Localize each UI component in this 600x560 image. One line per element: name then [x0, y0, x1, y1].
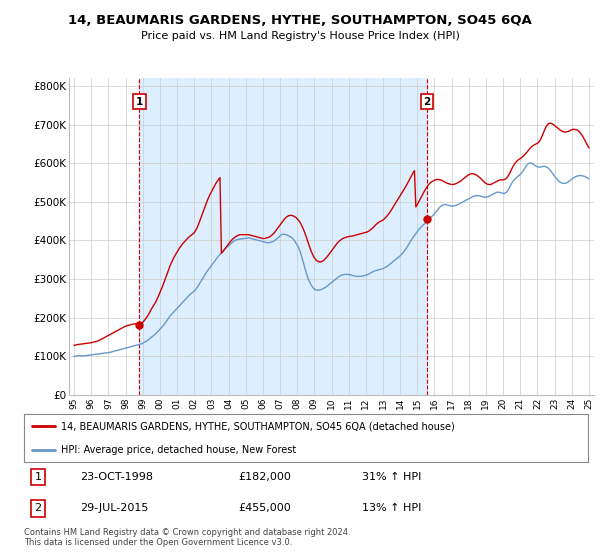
Text: Contains HM Land Registry data © Crown copyright and database right 2024.
This d: Contains HM Land Registry data © Crown c… [24, 528, 350, 547]
Text: 13% ↑ HPI: 13% ↑ HPI [362, 503, 422, 514]
Text: £455,000: £455,000 [238, 503, 291, 514]
Text: £182,000: £182,000 [238, 472, 291, 482]
Text: Price paid vs. HM Land Registry's House Price Index (HPI): Price paid vs. HM Land Registry's House … [140, 31, 460, 41]
Text: 23-OCT-1998: 23-OCT-1998 [80, 472, 154, 482]
Bar [139, 78, 427, 395]
Text: 1: 1 [136, 96, 143, 106]
Text: 14, BEAUMARIS GARDENS, HYTHE, SOUTHAMPTON, SO45 6QA: 14, BEAUMARIS GARDENS, HYTHE, SOUTHAMPTO… [68, 14, 532, 27]
Text: 2: 2 [424, 96, 431, 106]
Text: 29-JUL-2015: 29-JUL-2015 [80, 503, 149, 514]
Text: 2: 2 [35, 503, 41, 514]
Text: 31% ↑ HPI: 31% ↑ HPI [362, 472, 422, 482]
Text: HPI: Average price, detached house, New Forest: HPI: Average price, detached house, New … [61, 445, 296, 455]
Text: 1: 1 [35, 472, 41, 482]
Text: 14, BEAUMARIS GARDENS, HYTHE, SOUTHAMPTON, SO45 6QA (detached house): 14, BEAUMARIS GARDENS, HYTHE, SOUTHAMPTO… [61, 421, 454, 431]
